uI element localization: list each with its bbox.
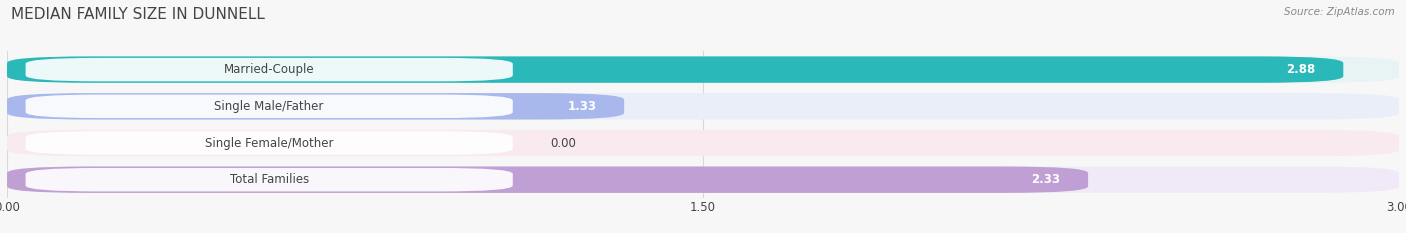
Text: MEDIAN FAMILY SIZE IN DUNNELL: MEDIAN FAMILY SIZE IN DUNNELL bbox=[11, 7, 266, 22]
FancyBboxPatch shape bbox=[25, 95, 513, 118]
FancyBboxPatch shape bbox=[7, 130, 1399, 156]
Text: Total Families: Total Families bbox=[229, 173, 309, 186]
Text: 0.00: 0.00 bbox=[550, 137, 576, 150]
Text: Married-Couple: Married-Couple bbox=[224, 63, 315, 76]
FancyBboxPatch shape bbox=[25, 168, 513, 192]
Text: 2.33: 2.33 bbox=[1031, 173, 1060, 186]
Text: Source: ZipAtlas.com: Source: ZipAtlas.com bbox=[1284, 7, 1395, 17]
FancyBboxPatch shape bbox=[25, 131, 513, 155]
FancyBboxPatch shape bbox=[7, 93, 624, 120]
FancyBboxPatch shape bbox=[7, 56, 1343, 83]
Text: Single Male/Father: Single Male/Father bbox=[215, 100, 323, 113]
Text: 1.33: 1.33 bbox=[567, 100, 596, 113]
FancyBboxPatch shape bbox=[7, 167, 1399, 193]
FancyBboxPatch shape bbox=[7, 167, 1088, 193]
FancyBboxPatch shape bbox=[7, 93, 1399, 120]
FancyBboxPatch shape bbox=[7, 56, 1399, 83]
FancyBboxPatch shape bbox=[25, 58, 513, 81]
Text: 2.88: 2.88 bbox=[1286, 63, 1316, 76]
Text: Single Female/Mother: Single Female/Mother bbox=[205, 137, 333, 150]
